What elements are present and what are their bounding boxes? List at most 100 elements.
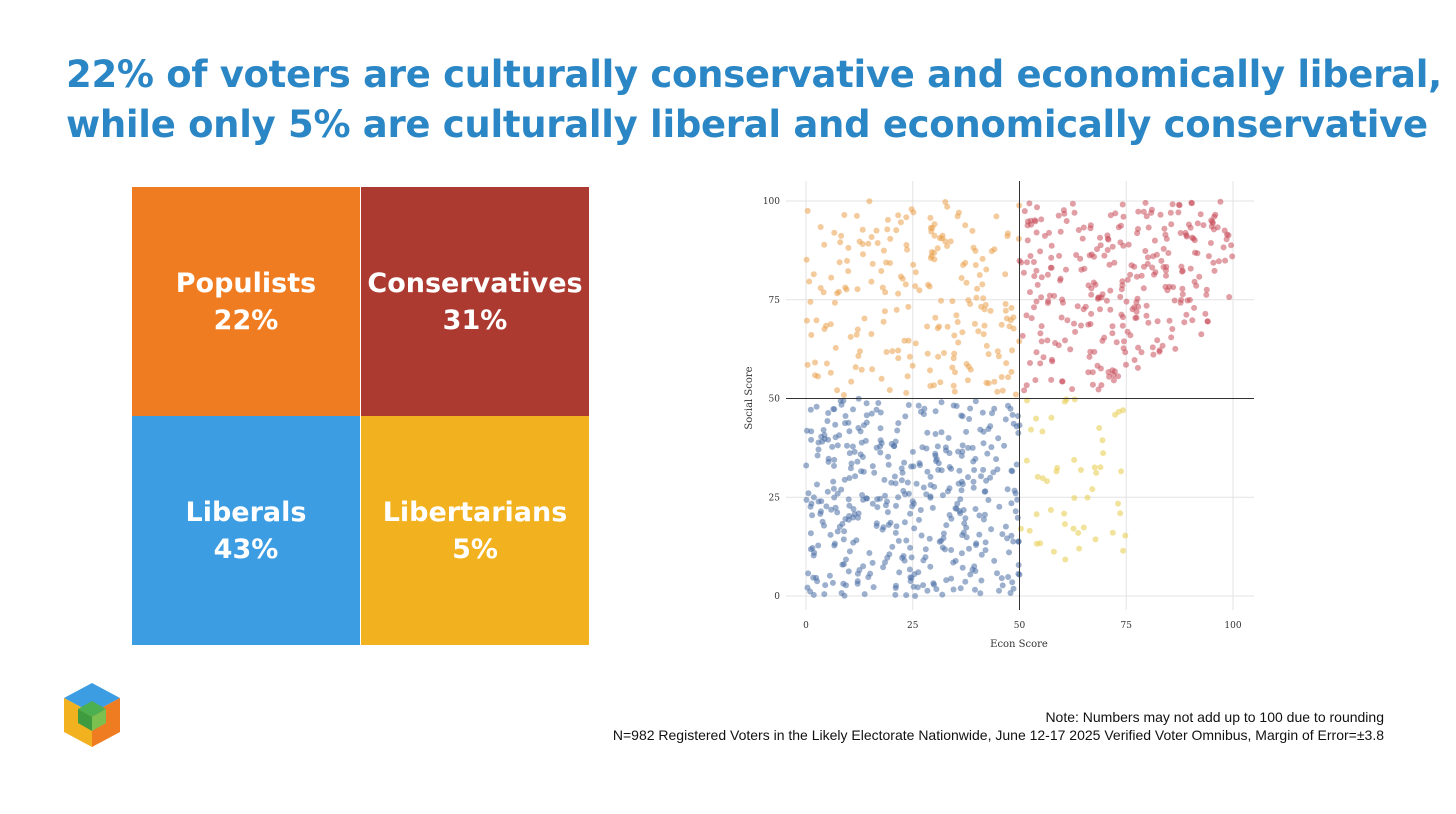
data-point bbox=[912, 593, 919, 599]
data-point bbox=[829, 443, 836, 450]
data-point bbox=[1097, 306, 1103, 313]
data-point bbox=[988, 444, 995, 451]
data-point bbox=[949, 298, 956, 305]
data-point bbox=[972, 262, 979, 268]
data-point bbox=[932, 314, 939, 321]
data-point bbox=[1027, 360, 1033, 366]
data-point bbox=[1010, 538, 1017, 545]
data-point bbox=[878, 268, 885, 274]
data-point bbox=[981, 511, 988, 518]
data-point bbox=[1070, 525, 1077, 532]
data-point bbox=[843, 556, 849, 563]
data-point bbox=[1115, 373, 1122, 380]
data-point bbox=[878, 375, 885, 382]
data-point bbox=[956, 467, 963, 474]
data-point bbox=[920, 557, 927, 564]
data-point bbox=[1178, 296, 1185, 303]
data-point bbox=[1109, 323, 1116, 330]
data-point bbox=[895, 537, 902, 544]
data-point bbox=[938, 429, 945, 436]
data-point bbox=[1165, 250, 1172, 256]
data-point bbox=[1191, 237, 1198, 244]
data-point bbox=[1135, 303, 1142, 310]
y-tick-label: 25 bbox=[769, 493, 781, 503]
data-point bbox=[913, 480, 920, 487]
data-point bbox=[1133, 273, 1140, 280]
data-point bbox=[1205, 253, 1212, 260]
data-point bbox=[927, 473, 934, 480]
data-point bbox=[967, 571, 974, 578]
data-point bbox=[831, 456, 838, 463]
data-point bbox=[873, 523, 880, 529]
data-point bbox=[832, 434, 839, 441]
data-point bbox=[836, 259, 843, 266]
data-point bbox=[1113, 339, 1120, 346]
data-point bbox=[918, 408, 924, 415]
data-point bbox=[1169, 201, 1176, 208]
data-point bbox=[900, 553, 907, 559]
data-point bbox=[1226, 294, 1233, 300]
data-point bbox=[953, 403, 960, 409]
data-point bbox=[821, 435, 828, 442]
data-point bbox=[1030, 259, 1037, 265]
y-axis-label: Social Score bbox=[744, 366, 755, 429]
data-point bbox=[840, 580, 847, 587]
data-point bbox=[852, 364, 859, 371]
scatter-chart: 0 25 50 75 100 0 25 50 75 100 Econ Score Social S… bbox=[744, 181, 1254, 650]
data-point bbox=[990, 469, 997, 476]
data-point bbox=[909, 362, 916, 369]
data-point bbox=[965, 474, 971, 481]
data-point bbox=[967, 366, 974, 373]
data-point bbox=[1142, 248, 1149, 254]
data-point bbox=[972, 506, 979, 512]
data-point bbox=[1156, 347, 1163, 354]
data-point bbox=[1004, 486, 1011, 493]
data-point bbox=[1154, 337, 1161, 344]
data-point bbox=[1120, 314, 1126, 321]
data-point bbox=[902, 413, 909, 420]
data-point bbox=[1183, 311, 1190, 318]
data-point bbox=[852, 473, 859, 480]
data-point bbox=[896, 569, 903, 576]
data-point bbox=[1095, 294, 1102, 301]
data-point bbox=[873, 406, 880, 413]
data-point bbox=[1123, 361, 1129, 368]
data-point bbox=[939, 492, 946, 499]
data-point bbox=[850, 406, 856, 413]
data-point bbox=[1109, 243, 1116, 250]
data-point bbox=[803, 317, 810, 324]
data-point bbox=[845, 419, 852, 426]
data-point bbox=[804, 207, 811, 214]
data-point bbox=[855, 353, 862, 359]
data-point bbox=[978, 577, 985, 584]
data-point bbox=[1095, 386, 1102, 393]
data-point bbox=[979, 409, 986, 416]
data-point bbox=[979, 255, 986, 262]
data-point bbox=[924, 587, 931, 594]
data-point bbox=[1168, 221, 1175, 228]
data-point bbox=[854, 580, 861, 587]
data-point bbox=[844, 442, 850, 449]
data-point bbox=[895, 420, 902, 427]
data-point bbox=[830, 478, 837, 485]
data-point bbox=[1051, 292, 1058, 299]
data-point bbox=[863, 495, 870, 502]
data-point bbox=[938, 399, 945, 406]
data-point bbox=[884, 216, 891, 223]
data-point bbox=[803, 256, 810, 263]
data-point bbox=[1071, 209, 1078, 216]
data-point bbox=[977, 426, 984, 433]
data-point bbox=[991, 246, 998, 253]
data-point bbox=[844, 257, 850, 264]
data-point bbox=[869, 559, 876, 566]
data-point bbox=[809, 545, 816, 551]
data-point bbox=[957, 496, 964, 503]
data-point bbox=[955, 480, 962, 487]
data-point bbox=[931, 232, 938, 239]
data-point bbox=[1032, 377, 1039, 384]
data-point bbox=[937, 379, 944, 386]
data-point bbox=[1120, 345, 1127, 352]
data-point bbox=[825, 410, 832, 416]
data-point bbox=[814, 578, 821, 585]
data-point bbox=[953, 312, 960, 319]
